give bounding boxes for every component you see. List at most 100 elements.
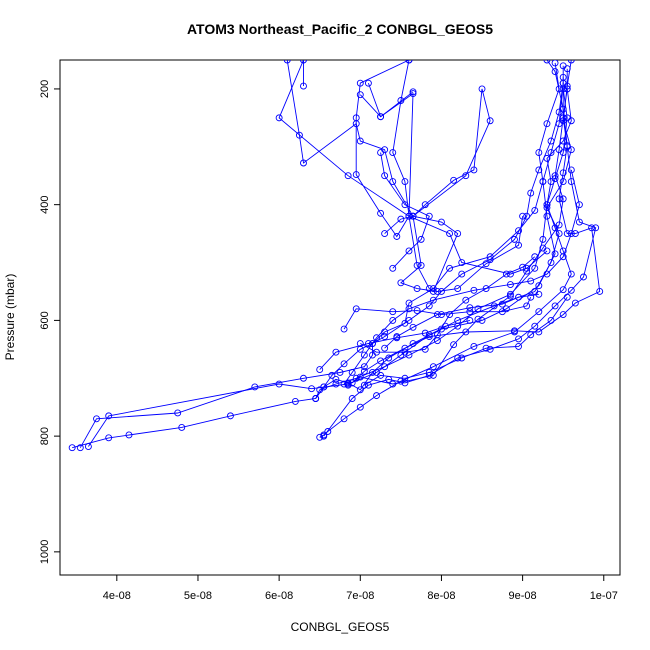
data-point — [275, 114, 283, 122]
x-tick-label: 1e-07 — [590, 590, 618, 602]
data-point — [401, 178, 409, 185]
data-point — [373, 392, 380, 400]
data-point — [425, 212, 433, 220]
data-point — [373, 334, 380, 342]
data-point — [515, 241, 523, 249]
series-line — [315, 83, 564, 399]
data-point — [470, 342, 478, 350]
data-point — [482, 285, 490, 293]
series-8 — [312, 79, 567, 402]
data-point — [506, 290, 514, 298]
y-tick-label: 400 — [39, 195, 51, 213]
data-point — [458, 270, 466, 278]
series-line — [392, 60, 548, 275]
series-line — [323, 88, 597, 437]
data-point — [308, 385, 316, 393]
data-point — [389, 178, 397, 185]
data-point — [486, 345, 494, 353]
data-point — [466, 304, 474, 312]
series-line — [319, 68, 572, 438]
data-point — [531, 206, 539, 214]
data-point — [470, 166, 478, 174]
data-point — [571, 230, 579, 238]
data-point — [413, 285, 421, 293]
data-point — [559, 286, 567, 294]
data-point — [559, 169, 567, 177]
data-point — [515, 335, 523, 343]
data-point — [551, 68, 559, 76]
data-point — [446, 230, 454, 238]
data-point — [454, 230, 462, 238]
data-point — [300, 159, 307, 167]
data-point — [511, 235, 518, 243]
series-line — [319, 319, 471, 370]
series-line — [343, 169, 580, 385]
data-point — [409, 340, 417, 347]
data-point — [295, 131, 303, 139]
series-line — [286, 60, 459, 293]
data-point — [555, 221, 563, 229]
data-point — [527, 189, 535, 197]
data-point — [340, 380, 348, 388]
data-point — [429, 363, 437, 371]
data-point — [174, 409, 182, 417]
data-point — [478, 85, 486, 93]
series-line — [380, 152, 430, 269]
data-point — [356, 403, 364, 411]
data-point — [68, 444, 76, 452]
x-tick-label: 4e-08 — [103, 590, 131, 602]
series-15 — [283, 60, 462, 295]
data-point — [381, 230, 389, 238]
data-point — [596, 288, 604, 295]
data-point — [401, 374, 409, 382]
x-axis-title: CONBGL_GEOS5 — [291, 620, 390, 634]
series-17 — [381, 85, 527, 295]
data-point — [105, 434, 113, 442]
data-point — [523, 264, 531, 272]
data-point — [401, 348, 409, 356]
data-point — [563, 293, 571, 301]
data-point — [559, 62, 567, 70]
data-point — [547, 149, 555, 157]
y-tick-label: 600 — [39, 311, 51, 329]
data-point — [539, 235, 547, 243]
data-point — [360, 363, 368, 371]
data-point — [364, 79, 372, 87]
data-point — [356, 79, 364, 87]
data-point — [592, 224, 600, 232]
data-point — [84, 443, 92, 450]
data-point — [356, 340, 364, 347]
data-point — [515, 342, 523, 350]
data-point — [462, 172, 470, 180]
data-point — [413, 307, 421, 315]
data-point — [454, 285, 462, 293]
data-point — [466, 316, 474, 324]
chart-title: ATOM3 Northeast_Pacific_2 CONBGL_GEOS5 — [187, 21, 493, 37]
data-point — [563, 143, 571, 151]
series-line — [278, 60, 410, 238]
data-point — [300, 374, 307, 382]
data-point — [466, 308, 474, 316]
data-point — [364, 381, 372, 389]
data-point — [531, 253, 539, 261]
data-point — [356, 373, 364, 381]
data-point — [381, 344, 389, 352]
data-point — [405, 316, 413, 324]
data-point — [580, 273, 587, 281]
data-point — [515, 293, 523, 301]
series-16 — [364, 79, 417, 121]
data-point — [397, 279, 405, 287]
data-point — [360, 351, 368, 359]
data-point — [389, 264, 397, 272]
data-point — [324, 428, 332, 435]
data-point — [332, 375, 340, 383]
data-point — [498, 308, 506, 316]
data-point — [506, 281, 514, 288]
data-point — [377, 113, 385, 121]
data-point — [291, 397, 299, 405]
series-line — [343, 297, 532, 330]
data-point — [559, 253, 567, 261]
series-line — [88, 60, 572, 447]
data-point — [559, 195, 567, 203]
series-line — [384, 88, 524, 292]
